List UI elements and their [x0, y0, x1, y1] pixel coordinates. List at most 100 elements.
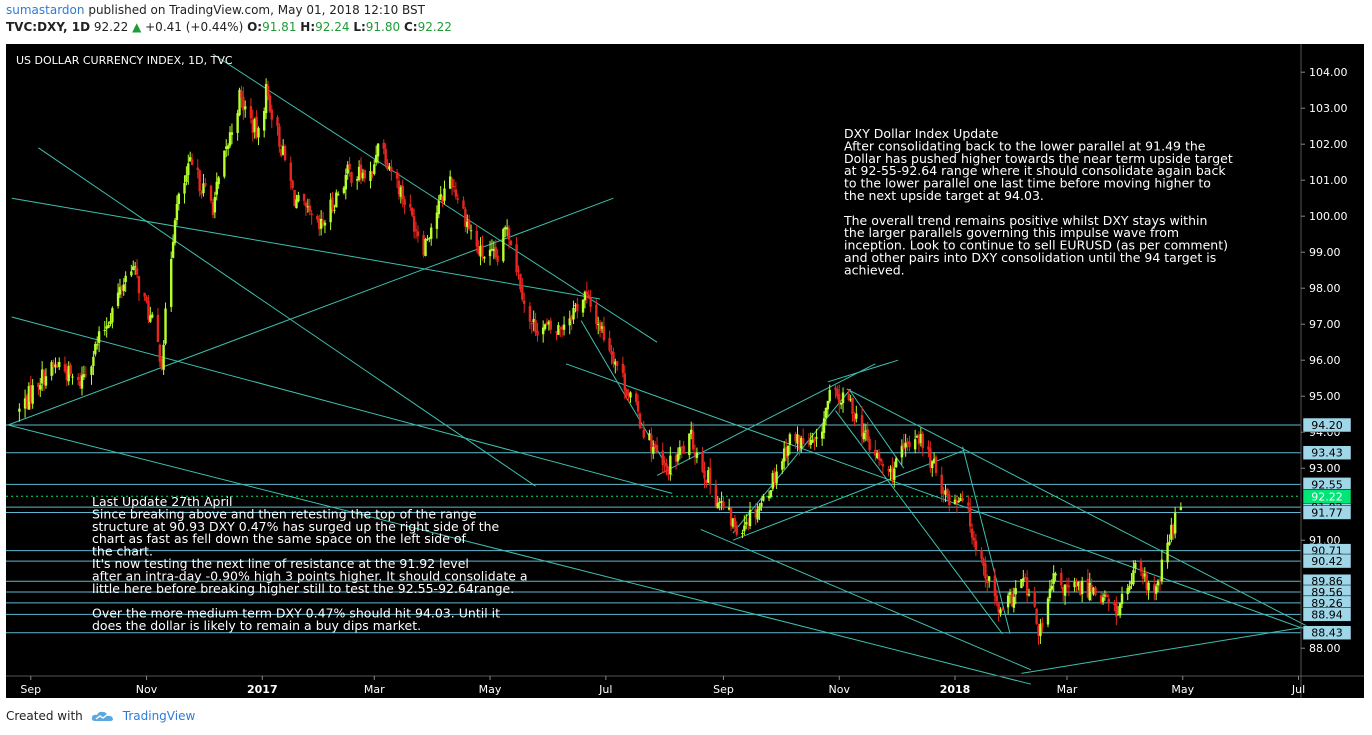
- current-price-label: 92.22: [1302, 489, 1352, 504]
- candle-body: [1118, 603, 1122, 616]
- open-value: 91.81: [262, 20, 297, 34]
- candle-body: [549, 320, 552, 330]
- candle-body: [171, 241, 175, 258]
- candle-body: [1179, 507, 1183, 511]
- candle-body: [1063, 584, 1067, 596]
- chart-panel[interactable]: 88.00 91.00 93.00 94.00 95.00 96.00 97.00 98.00…: [6, 44, 1364, 698]
- trend-line: [565, 363, 1309, 631]
- price-change: +0.41 (+0.44%): [145, 20, 244, 34]
- candle-body: [67, 366, 70, 382]
- x-tick-label: Mar: [364, 683, 385, 696]
- candle-body: [788, 434, 792, 445]
- candle-body: [505, 227, 509, 230]
- candle-body: [443, 188, 446, 201]
- candle-body: [532, 319, 535, 323]
- y-tick-label: 104.00: [1309, 66, 1348, 79]
- candle-body: [466, 221, 469, 228]
- candle-body: [1115, 603, 1118, 617]
- candle-body: [403, 199, 406, 206]
- candle-body: [361, 172, 365, 179]
- candle-body: [993, 575, 997, 597]
- candle-body: [346, 164, 349, 174]
- candle-body: [1075, 582, 1078, 586]
- price-label-box: [1302, 505, 1352, 520]
- candle-body: [295, 199, 298, 209]
- annotation-line: the chart.: [92, 544, 153, 559]
- candle-body: [893, 468, 896, 481]
- candle-body: [1173, 512, 1177, 534]
- candle-body: [781, 461, 784, 470]
- candle-body: [1141, 572, 1145, 579]
- candle-body: [543, 324, 547, 329]
- candle-body: [545, 322, 549, 325]
- candle-body: [359, 164, 363, 179]
- candle-body: [310, 213, 313, 215]
- candle-body: [722, 501, 725, 509]
- candle-body: [251, 119, 255, 133]
- annotation-line: to the lower parallel one last time befo…: [844, 176, 1211, 191]
- candle-body: [1061, 586, 1065, 594]
- price-label-text: 90.42: [1311, 555, 1343, 568]
- price-label-box: [1302, 445, 1352, 460]
- y-tick-label: 103.00: [1309, 102, 1348, 115]
- candle-body: [625, 389, 628, 396]
- candle-body: [1107, 598, 1110, 603]
- price-label-box: [1302, 607, 1352, 622]
- price-chart[interactable]: 88.0091.0093.0094.0095.0096.0097.0098.00…: [6, 44, 1364, 698]
- candle-body: [1158, 580, 1162, 582]
- candle-body: [794, 434, 797, 442]
- candle-body: [490, 248, 494, 250]
- tradingview-link[interactable]: TradingView: [122, 709, 196, 723]
- candle-body: [158, 344, 162, 362]
- candle-body: [435, 212, 439, 229]
- candle-body: [450, 178, 454, 188]
- candle-body: [523, 300, 526, 304]
- candle-body: [944, 490, 947, 495]
- candle-body: [813, 438, 816, 442]
- price-label-text: 93.43: [1311, 447, 1343, 460]
- candle-body: [69, 365, 72, 375]
- candle-body: [1048, 588, 1052, 599]
- candle-body: [807, 442, 811, 445]
- candle-body: [555, 331, 558, 333]
- candle-body: [820, 431, 824, 439]
- candle-body: [682, 445, 685, 454]
- candle-body: [337, 194, 340, 196]
- close-label: C:: [403, 20, 418, 34]
- candle-body: [756, 509, 759, 520]
- candle-body: [557, 325, 560, 335]
- candle-body: [348, 163, 351, 170]
- annotation-line: structure at 90.93 DXY 0.47% has surged …: [92, 519, 500, 534]
- candle-body: [188, 157, 192, 162]
- candle-body: [798, 435, 801, 451]
- candle-body: [291, 180, 294, 188]
- candle-body: [430, 227, 433, 239]
- candle-body: [1008, 592, 1012, 595]
- trend-line: [962, 446, 1011, 634]
- candle-body: [319, 218, 323, 229]
- candle-body: [65, 369, 69, 380]
- trend-line: [7, 197, 614, 426]
- candle-body: [1156, 580, 1160, 586]
- close-value: 92.22: [417, 20, 452, 34]
- candle-body: [849, 399, 852, 401]
- candle-body: [705, 479, 708, 483]
- candle-body: [627, 393, 630, 396]
- candle-body: [63, 364, 67, 372]
- candle-body: [1025, 577, 1029, 596]
- price-labels: 94.2093.4392.5591.9291.7790.7190.4289.86…: [1302, 417, 1352, 640]
- axes: 88.0091.0093.0094.0095.0096.0097.0098.00…: [6, 44, 1364, 698]
- candle-body: [44, 376, 48, 386]
- candle-body: [226, 145, 230, 149]
- candle-body: [1035, 608, 1038, 624]
- candle-body: [156, 314, 160, 343]
- x-tick-label: May: [479, 683, 502, 696]
- candle-body: [602, 326, 606, 340]
- candle-body: [642, 429, 645, 438]
- candle-body: [401, 185, 404, 200]
- candle-body: [729, 508, 733, 526]
- candle-body: [1027, 594, 1031, 596]
- price-label-box: [1302, 625, 1352, 640]
- author-link[interactable]: sumastardon: [6, 3, 85, 17]
- trend-line: [848, 388, 905, 469]
